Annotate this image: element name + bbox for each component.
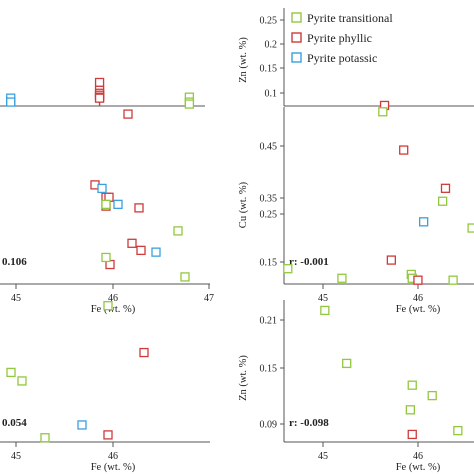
data-point-phyllic — [127, 238, 137, 248]
x-axis-label: Fe (wt. %) — [91, 462, 136, 473]
y-tick-label: 0.25 — [260, 16, 278, 27]
x-tick-label: 46 — [413, 451, 423, 462]
data-point-transitional — [173, 226, 183, 236]
panel-ml: 45 46 47 Fe (wt. %) 0.106 — [0, 109, 214, 315]
data-point-transitional — [101, 199, 111, 210]
data-point-transitional — [437, 196, 448, 206]
data-point-phyllic — [103, 430, 113, 440]
data-point-phyllic — [134, 203, 144, 213]
legend-item: Pyrite potassic — [291, 51, 377, 65]
data-point-transitional — [103, 301, 113, 311]
data-point-transitional — [40, 433, 50, 443]
x-axis-label: Fe (wt. %) — [396, 304, 441, 315]
y-axis-label: Zn (wt. %) — [238, 355, 249, 401]
data-point-transitional — [283, 264, 293, 274]
data-point-phyllic — [407, 429, 417, 440]
data-point-potassic — [77, 420, 87, 430]
panels-layer: 0.25 0.2 0.15 0.1 Zn (wt. %) 45 46 47 Fe (wt. %)… — [0, 8, 474, 473]
data-point-phyllic — [94, 77, 105, 88]
x-tick-label: 45 — [11, 451, 21, 462]
data-point-transitional — [453, 425, 463, 436]
data-point-transitional — [320, 305, 330, 316]
legend-marker — [291, 12, 302, 23]
x-tick-label: 45 — [11, 293, 21, 304]
data-point-potassic — [151, 247, 161, 257]
x-tick-label: 47 — [204, 293, 214, 304]
y-tick-label: 0.15 — [260, 64, 278, 75]
data-point-potassic — [97, 183, 107, 194]
y-axis-label: Cu (wt. %) — [238, 181, 249, 228]
legend-marker — [291, 52, 302, 63]
data-point-transitional — [448, 275, 458, 285]
data-point-phyllic — [440, 183, 451, 193]
y-axis-label: Zn (wt. %) — [238, 37, 249, 83]
correlation-annotation: 0.106 — [2, 256, 27, 268]
legend-label: Pyrite transitional — [307, 11, 393, 25]
data-point-transitional — [180, 272, 190, 282]
legend-marker — [291, 32, 302, 43]
y-tick-label: 0.15 — [260, 364, 278, 375]
data-point-transitional — [17, 376, 27, 386]
correlation-annotation: 0.054 — [2, 417, 27, 429]
panel-mr: 45 46 0.45 0.35 0.25 0.15 Fe (wt. %) Cu (wt. %)… — [238, 107, 474, 315]
x-axis-label: Fe (wt. %) — [91, 304, 136, 315]
y-tick-label: 0.2 — [265, 40, 278, 51]
y-tick-label: 0.45 — [260, 142, 278, 153]
data-point-phyllic — [386, 255, 397, 265]
data-point-transitional — [405, 405, 416, 415]
data-point-potassic — [113, 199, 123, 210]
y-tick-label: 0.35 — [260, 194, 278, 205]
correlation-annotation: r: -0.001 — [289, 256, 329, 268]
data-point-transitional — [407, 380, 417, 390]
y-tick-label: 0.1 — [265, 89, 278, 100]
panel-tl — [0, 77, 205, 109]
data-point-phyllic — [123, 109, 133, 119]
data-point-phyllic — [413, 275, 423, 285]
x-tick-label: 45 — [318, 451, 328, 462]
x-axis-label: Fe (wt. %) — [396, 462, 441, 473]
data-point-transitional — [467, 223, 474, 233]
legend-item: Pyrite phyllic — [291, 31, 372, 45]
data-point-potassic — [6, 97, 16, 107]
x-tick-label: 46 — [108, 451, 118, 462]
data-point-potassic — [418, 217, 429, 227]
data-point-transitional — [342, 358, 352, 369]
data-point-phyllic — [139, 347, 149, 358]
x-tick-label: 46 — [108, 293, 118, 304]
data-point-phyllic — [94, 93, 105, 103]
data-point-transitional — [378, 107, 388, 117]
panel-tr: 0.25 0.2 0.15 0.1 Zn (wt. %) — [238, 8, 474, 111]
x-tick-label: 45 — [318, 293, 328, 304]
data-point-phyllic — [399, 145, 409, 155]
data-point-transitional — [427, 390, 437, 401]
legend: Pyrite transitional Pyrite phyllic Pyrite … — [291, 11, 393, 65]
data-point-phyllic — [136, 245, 146, 256]
x-tick-label: 46 — [413, 293, 423, 304]
data-point-transitional — [101, 252, 111, 263]
y-tick-label: 0.25 — [260, 210, 278, 221]
data-point-transitional — [6, 367, 16, 378]
legend-label: Pyrite potassic — [307, 51, 377, 65]
y-tick-label: 0.21 — [260, 316, 278, 327]
data-point-transitional — [337, 273, 347, 283]
panel-br: 45 46 0.21 0.15 0.09 Fe (wt. %) Zn (wt. %) r: -… — [238, 300, 474, 473]
legend-item: Pyrite transitional — [291, 11, 393, 25]
y-tick-label: 0.09 — [260, 420, 278, 431]
y-tick-label: 0.15 — [260, 258, 278, 269]
data-point-transitional — [184, 99, 195, 109]
legend-label: Pyrite phyllic — [307, 31, 372, 45]
correlation-annotation: r: -0.098 — [289, 417, 329, 429]
